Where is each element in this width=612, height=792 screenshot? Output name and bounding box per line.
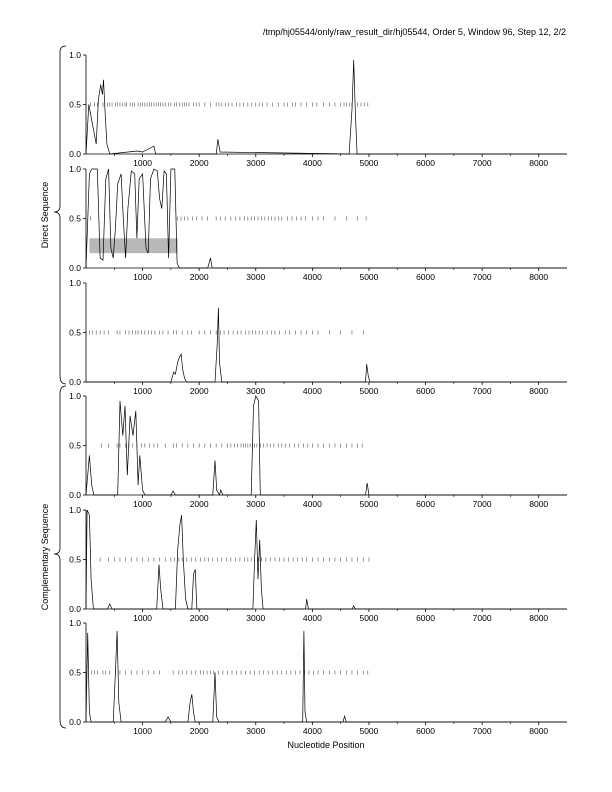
x-tick-label: 7000 — [473, 386, 492, 396]
y-tick-label: 0.5 — [69, 668, 81, 678]
x-tick-label: 3000 — [246, 613, 265, 623]
series-line — [86, 307, 567, 383]
x-tick-label: 6000 — [416, 386, 435, 396]
x-tick-label: 8000 — [529, 613, 548, 623]
x-tick-label: 1000 — [133, 726, 152, 736]
panel-5: 0.0 0.5 1.0 1000 2000 3000 4000 5000 6000 7000 800… — [69, 505, 567, 623]
y-tick-label: 0.0 — [69, 263, 81, 273]
header-path: /tmp/hj05544/only/raw_result_dir/hj05544… — [263, 27, 566, 37]
panel-1: 0.0 0.5 1.0 1000 2000 3000 4000 5000 6000 7000 800… — [69, 50, 567, 168]
panel-3: 0.0 0.5 1.0 1000 2000 3000 4000 5000 6000 7000 800… — [69, 278, 567, 396]
x-tick-label: 7000 — [473, 613, 492, 623]
panel-6: 0.0 0.5 1.0 1000 2000 3000 4000 5000 6000 7000 800… — [69, 618, 567, 736]
x-axis-label: Nucleotide Position — [287, 740, 364, 750]
x-tick-label: 7000 — [473, 499, 492, 509]
x-tick-label: 6000 — [416, 499, 435, 509]
y-tick-label: 0.5 — [69, 100, 81, 110]
y-tick-label: 0.0 — [69, 604, 81, 614]
x-tick-label: 4000 — [303, 386, 322, 396]
x-tick-label: 3000 — [246, 272, 265, 282]
x-tick-label: 2000 — [190, 158, 209, 168]
x-tick-label: 3000 — [246, 158, 265, 168]
x-tick-label: 8000 — [529, 158, 548, 168]
x-tick-label: 6000 — [416, 613, 435, 623]
x-tick-label: 3000 — [246, 726, 265, 736]
complementary-group-bracket — [53, 385, 67, 729]
direct-group-label: Direct Sequence — [40, 182, 50, 249]
x-tick-label: 6000 — [416, 726, 435, 736]
panel-4: 0.0 0.5 1.0 1000 2000 3000 4000 5000 6000 7000 800… — [69, 391, 567, 509]
y-tick-label: 0.5 — [69, 214, 81, 224]
x-tick-label: 1000 — [133, 386, 152, 396]
y-tick-label: 0.0 — [69, 490, 81, 500]
x-tick-label: 5000 — [359, 613, 378, 623]
y-tick-label: 1.0 — [69, 278, 81, 288]
x-tick-label: 8000 — [529, 386, 548, 396]
y-tick-label: 1.0 — [69, 618, 81, 628]
y-tick-label: 0.0 — [69, 149, 81, 159]
x-tick-label: 5000 — [359, 158, 378, 168]
direct-group-bracket — [53, 45, 67, 385]
x-tick-label: 2000 — [190, 272, 209, 282]
panel-2: 0.0 0.5 1.0 1000 2000 3000 4000 5000 6000 7000 800… — [69, 164, 567, 282]
x-tick-label: 4000 — [303, 158, 322, 168]
x-tick-label: 4000 — [303, 613, 322, 623]
x-tick-label: 4000 — [303, 726, 322, 736]
x-tick-label: 7000 — [473, 158, 492, 168]
panels-container: 0.0 0.5 1.0 1000 2000 3000 4000 5000 6000 7000 800… — [69, 50, 567, 736]
x-tick-label: 3000 — [246, 499, 265, 509]
y-tick-label: 1.0 — [69, 164, 81, 174]
y-tick-label: 0.0 — [69, 377, 81, 387]
x-tick-label: 4000 — [303, 272, 322, 282]
y-tick-label: 0.0 — [69, 717, 81, 727]
x-tick-label: 2000 — [190, 613, 209, 623]
x-tick-label: 1000 — [133, 158, 152, 168]
x-tick-label: 5000 — [359, 386, 378, 396]
series-line — [85, 509, 567, 610]
series-line — [85, 630, 567, 723]
x-tick-label: 7000 — [473, 272, 492, 282]
x-tick-label: 1000 — [133, 499, 152, 509]
y-tick-label: 1.0 — [69, 50, 81, 60]
x-tick-label: 8000 — [529, 272, 548, 282]
x-tick-label: 4000 — [303, 499, 322, 509]
x-tick-label: 5000 — [359, 272, 378, 282]
x-tick-label: 8000 — [529, 499, 548, 509]
x-tick-label: 6000 — [416, 272, 435, 282]
x-tick-label: 5000 — [359, 726, 378, 736]
series-line — [85, 395, 567, 496]
x-tick-label: 6000 — [416, 158, 435, 168]
y-tick-label: 0.5 — [69, 441, 81, 451]
complementary-group-label: Complementary Sequence — [40, 504, 50, 611]
y-tick-label: 0.5 — [69, 555, 81, 565]
x-tick-label: 3000 — [246, 386, 265, 396]
y-tick-label: 1.0 — [69, 505, 81, 515]
y-tick-label: 1.0 — [69, 391, 81, 401]
x-tick-label: 1000 — [133, 613, 152, 623]
x-tick-label: 1000 — [133, 272, 152, 282]
x-tick-label: 7000 — [473, 726, 492, 736]
x-tick-label: 2000 — [190, 386, 209, 396]
x-tick-label: 8000 — [529, 726, 548, 736]
series-line — [85, 59, 567, 155]
x-tick-label: 2000 — [190, 499, 209, 509]
x-tick-label: 2000 — [190, 726, 209, 736]
x-tick-label: 5000 — [359, 499, 378, 509]
highlight-band — [89, 238, 178, 254]
series-line — [85, 168, 567, 269]
y-tick-label: 0.5 — [69, 328, 81, 338]
